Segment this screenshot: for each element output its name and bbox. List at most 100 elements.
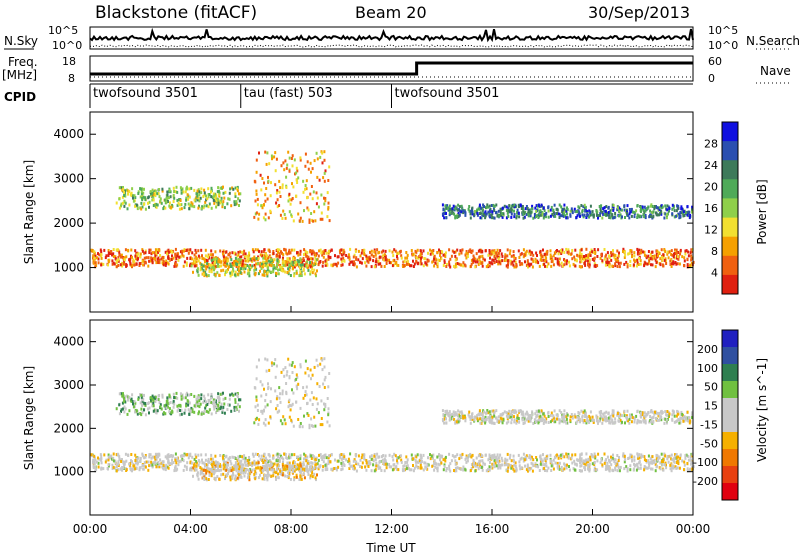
power-cell xyxy=(611,264,614,268)
freq-axis-bottom: 8 xyxy=(68,72,75,85)
velocity-cell xyxy=(241,455,244,459)
power-cell xyxy=(115,259,118,263)
power-cell xyxy=(309,270,312,274)
power-cell xyxy=(144,249,147,253)
power-cell xyxy=(314,219,317,223)
velocity-cell xyxy=(542,453,544,457)
velocity-cell xyxy=(161,393,164,397)
velocity-cell xyxy=(102,467,105,471)
velocity-cell xyxy=(253,472,256,476)
velocity-cell xyxy=(677,462,680,466)
power-cell xyxy=(593,258,596,262)
velocity-cell xyxy=(205,463,208,467)
power-cell xyxy=(593,256,596,260)
power-cell xyxy=(600,253,603,257)
power-cell xyxy=(326,263,329,267)
velocity-cell xyxy=(161,395,164,399)
velocity-cell xyxy=(248,475,251,479)
power-cell xyxy=(689,214,692,217)
power-cell xyxy=(148,200,151,204)
power-cell xyxy=(168,196,171,200)
velocity-cell xyxy=(130,397,133,401)
velocity-cell xyxy=(370,457,373,461)
velocity-cell xyxy=(180,397,183,401)
velocity-cell xyxy=(207,459,210,463)
velocity-cell xyxy=(617,466,620,470)
power-cell xyxy=(481,264,484,268)
velocity-cell xyxy=(173,402,176,406)
velocity-cell xyxy=(534,462,537,466)
velocity-cell xyxy=(307,374,310,378)
power-cell xyxy=(482,257,485,261)
velocity-cell xyxy=(495,455,498,459)
velocity-cell xyxy=(185,402,188,406)
power-cell xyxy=(156,192,159,196)
power-cell xyxy=(552,263,555,267)
power-cell xyxy=(354,249,357,253)
velocity-cell xyxy=(315,456,318,460)
power-cell xyxy=(236,187,238,191)
power-cell xyxy=(166,249,169,253)
power-cell xyxy=(135,253,138,257)
power-cell xyxy=(202,268,205,272)
velocity-cell xyxy=(288,376,291,380)
velocity-cell xyxy=(281,462,284,466)
velocity-cell xyxy=(654,469,657,473)
velocity-cell xyxy=(487,458,490,462)
power-cell xyxy=(124,194,127,198)
power-cell xyxy=(293,274,296,278)
power-cell xyxy=(263,260,266,264)
power-cell xyxy=(284,263,287,267)
velocity-cell xyxy=(222,463,225,467)
power-cell xyxy=(279,263,282,267)
power-cell xyxy=(205,267,208,271)
power-cell xyxy=(313,268,316,272)
power-cell xyxy=(293,265,296,269)
power-cell xyxy=(643,264,646,268)
power-cell xyxy=(512,250,515,254)
power-cell xyxy=(256,203,259,207)
velocity-cell xyxy=(461,452,464,456)
velocity-cell xyxy=(415,464,418,468)
velocity-cell xyxy=(488,465,491,469)
velocity-cell xyxy=(416,453,419,457)
velocity-cell xyxy=(151,463,154,467)
velocity-cell xyxy=(481,459,484,463)
velocity-cell xyxy=(261,477,264,481)
power-cell xyxy=(167,250,170,254)
power-cell xyxy=(556,259,559,263)
velocity-cell xyxy=(97,456,99,460)
velocity-cell xyxy=(493,465,496,469)
power-cell xyxy=(375,257,378,261)
velocity-cell xyxy=(134,461,137,465)
power-cell xyxy=(475,252,478,256)
power-cell xyxy=(639,214,642,218)
power-cell xyxy=(124,189,126,193)
velocity-cell xyxy=(323,365,326,369)
velocity-cell xyxy=(97,465,100,469)
power-cell xyxy=(664,204,667,208)
velocity-cell xyxy=(382,454,385,457)
power-cell xyxy=(622,247,625,251)
velocity-cell xyxy=(112,459,115,463)
velocity-cell xyxy=(416,466,419,470)
velocity-cell xyxy=(291,402,294,406)
power-cell xyxy=(646,207,648,211)
velocity-cell xyxy=(198,396,201,400)
power-cell xyxy=(165,259,168,263)
power-cell xyxy=(141,205,144,209)
power-cell xyxy=(631,210,634,214)
power-cell xyxy=(383,258,386,262)
velocity-cell xyxy=(454,469,457,473)
power-cell xyxy=(677,257,680,261)
power-cell xyxy=(329,255,332,259)
power-cell xyxy=(667,256,670,260)
power-cell xyxy=(625,208,628,212)
cpid-label: CPID xyxy=(4,90,36,104)
velocity-cell xyxy=(651,455,654,459)
power-cell xyxy=(295,194,298,198)
velocity-cell xyxy=(291,465,294,469)
velocity-cell xyxy=(100,457,103,461)
power-cell xyxy=(628,251,631,255)
velocity-cell xyxy=(573,459,576,463)
